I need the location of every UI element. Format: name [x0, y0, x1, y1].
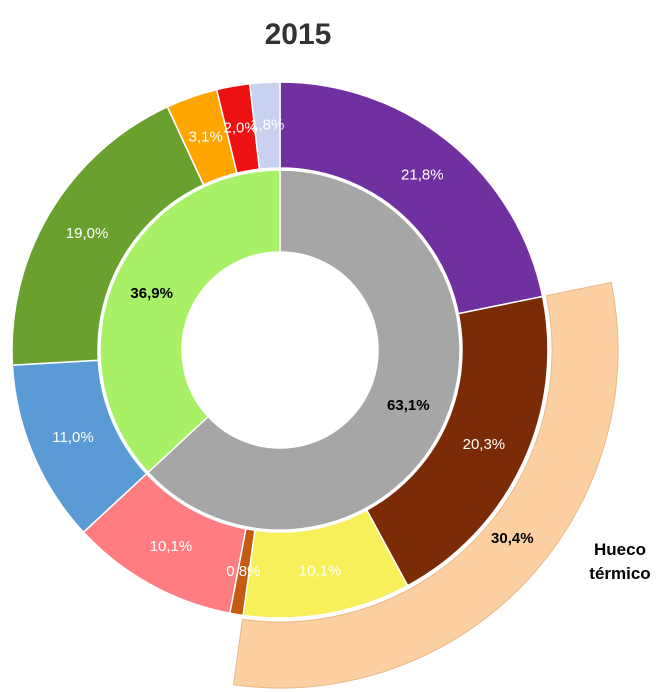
outer-value-label: 10,1% [150, 538, 193, 555]
chart-title: 2015 [265, 18, 332, 51]
outer-value-label: 11,0% [52, 429, 93, 446]
inner-segment [146, 169, 461, 531]
outer-value-label: 1,8% [250, 116, 284, 133]
annotation-band [232, 281, 619, 689]
outer-value-label: 3,1% [189, 129, 223, 146]
outer-value-label: 10,1% [299, 562, 342, 579]
inner-value-label: 36,9% [130, 285, 173, 302]
outer-value-label: 2,0% [224, 119, 258, 136]
outer-value-label: 21,8% [401, 167, 444, 184]
outer-segment [365, 295, 549, 587]
inner-value-label: 63,1% [387, 397, 430, 414]
annotation-text: Hueco térmico [589, 540, 651, 583]
outer-value-label: 19,0% [66, 225, 109, 242]
inner-segment [99, 169, 281, 474]
outer-segment [248, 81, 281, 170]
annotation-value-label: 30,4% [491, 530, 534, 547]
outer-value-label: 20,3% [463, 436, 506, 453]
outer-value-label: 0,8% [226, 563, 260, 580]
